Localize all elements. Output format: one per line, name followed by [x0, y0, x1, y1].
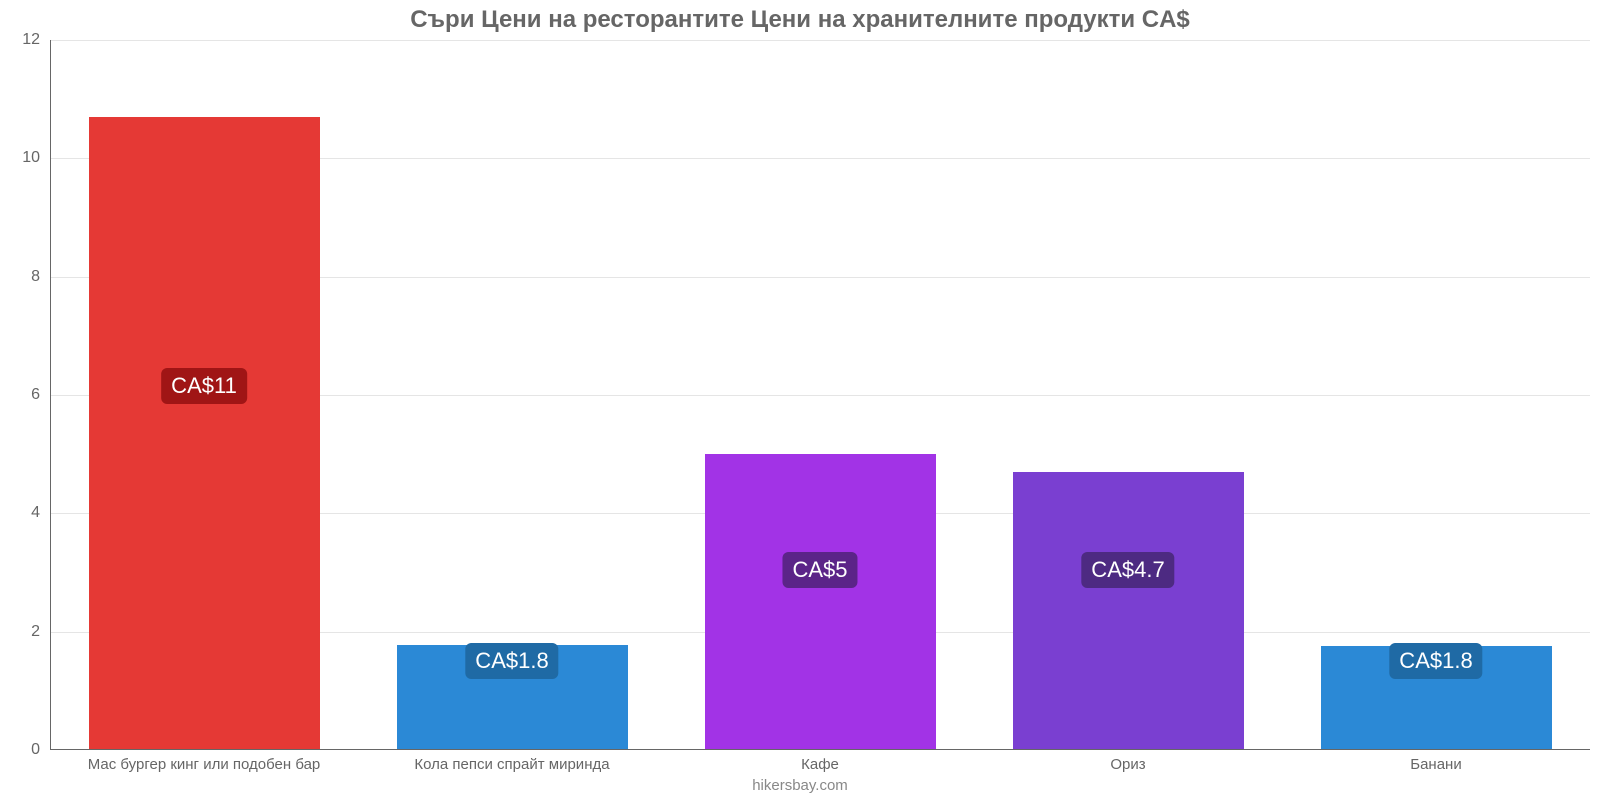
y-axis-line: [50, 40, 51, 750]
x-tick-label: Мас бургер кинг или подобен бар: [50, 756, 358, 773]
y-tick-label: 12: [22, 31, 40, 49]
price-bar-chart: Съри Цени на ресторантите Цени на хранит…: [0, 0, 1600, 800]
grid-line: [50, 40, 1590, 41]
bar: [705, 454, 936, 750]
y-tick-label: 10: [22, 149, 40, 167]
x-tick-label: Ориз: [974, 756, 1282, 773]
bar-value-label: CA$4.7: [1081, 552, 1174, 588]
plot-area: 024681012CA$11Мас бургер кинг или подобе…: [50, 40, 1590, 750]
y-tick-label: 2: [31, 623, 40, 641]
x-tick-label: Кола пепси спрайт миринда: [358, 756, 666, 773]
bar-value-label: CA$11: [161, 368, 247, 404]
y-tick-label: 4: [31, 504, 40, 522]
bar-value-label: CA$5: [782, 552, 857, 588]
chart-title: Съри Цени на ресторантите Цени на хранит…: [0, 6, 1600, 34]
y-tick-label: 0: [31, 741, 40, 759]
y-tick-label: 6: [31, 386, 40, 404]
x-tick-label: Банани: [1282, 756, 1590, 773]
bar-value-label: CA$1.8: [1389, 643, 1482, 679]
bar: [1013, 472, 1244, 750]
x-axis-line: [50, 749, 1590, 750]
bar: [89, 117, 320, 750]
y-tick-label: 8: [31, 268, 40, 286]
x-tick-label: Кафе: [666, 756, 974, 773]
bar-value-label: CA$1.8: [465, 643, 558, 679]
chart-footer: hikersbay.com: [0, 777, 1600, 794]
